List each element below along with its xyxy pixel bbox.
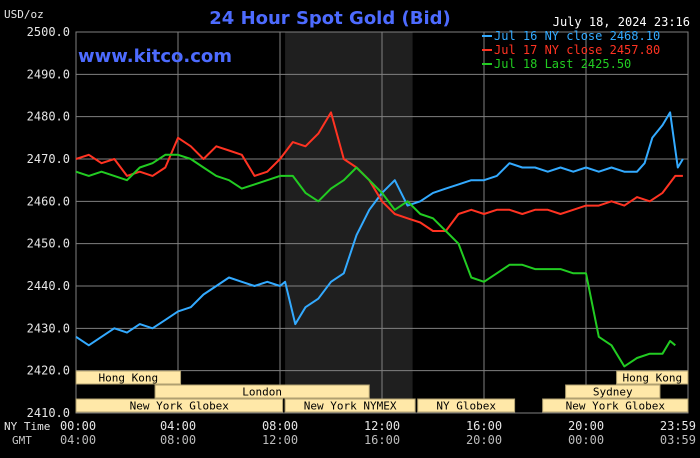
y-tick-label: 2470.0 (27, 152, 70, 166)
kitco-watermark[interactable]: www.kitco.com (78, 46, 232, 67)
gmt-tick-label: 03:59 (660, 433, 696, 447)
y-tick-label: 2420.0 (27, 364, 70, 378)
session-bar (75, 398, 284, 413)
gmt-tick-label: 00:00 (568, 433, 604, 447)
x-tick-label: 12:00 (364, 419, 400, 433)
session-bar (75, 370, 182, 385)
gmt-tick-label: 20:00 (466, 433, 502, 447)
session-label: Sydney (593, 386, 633, 399)
y-tick-label: 2460.0 (27, 194, 70, 208)
series-line-1 (75, 111, 684, 347)
session-label: New York NYMEX (304, 400, 397, 413)
gmt-tick-label: 04:00 (60, 433, 96, 447)
gmt-tick-label: 12:00 (262, 433, 298, 447)
y-tick-label: 2450.0 (27, 237, 70, 251)
gmt-label: GMT (12, 434, 32, 447)
x-tick-label: 04:00 (160, 419, 196, 433)
series-line-2 (75, 111, 683, 232)
chart-series (75, 111, 684, 368)
x-tick-label: 08:00 (262, 419, 298, 433)
plot-border (75, 31, 689, 414)
session-bar (565, 384, 661, 399)
y-tick-label: 2480.0 (27, 110, 70, 124)
x-tick-label: 00:00 (60, 419, 96, 433)
y-tick-label: 2430.0 (27, 321, 70, 335)
y-unit-label: USD/oz (4, 8, 44, 21)
series-line-3 (75, 153, 676, 368)
session-label: New York Globex (130, 400, 230, 413)
x-tick-label: 20:00 (568, 419, 604, 433)
session-label: London (242, 386, 282, 399)
y-tick-label: 2500.0 (27, 25, 70, 39)
session-label: Hong Kong (622, 372, 682, 385)
x-tick-label: 23:59 (660, 419, 696, 433)
session-bar (284, 398, 416, 413)
y-tick-label: 2440.0 (27, 279, 70, 293)
timestamp: July 18, 2024 23:16 (553, 15, 690, 29)
session-label: NY Globex (436, 400, 496, 413)
session-label: New York Globex (566, 400, 666, 413)
gmt-tick-label: 08:00 (160, 433, 196, 447)
session-bar (154, 384, 370, 399)
market-sessions: Hong Kong London New York Globex New York N… (75, 370, 689, 413)
chart-title: 24 Hour Spot Gold (Bid) (209, 8, 450, 29)
legend-entry: Jul 18 Last 2425.50 (494, 57, 631, 71)
x-tick-label: 16:00 (466, 419, 502, 433)
session-bar (417, 398, 516, 413)
session-bar (616, 370, 689, 385)
legend-entry: Jul 16 NY close 2468.10 (494, 29, 660, 43)
y-axis-ticks: 2500.0 2490.0 2480.0 2470.0 2460.0 2450.0 2440… (27, 25, 70, 420)
y-tick-label: 2490.0 (27, 67, 70, 81)
gmt-tick-label: 16:00 (364, 433, 400, 447)
legend-entry: Jul 17 NY close 2457.80 (494, 43, 660, 57)
session-label: Hong Kong (98, 372, 158, 385)
nymex-session-highlight (285, 32, 413, 413)
ny-time-label: NY Time (4, 420, 50, 433)
y-tick-label: 2410.0 (27, 406, 70, 420)
session-bar (542, 398, 689, 413)
x-axis-ticks: 00:0004:0004:0008:0008:0012:0012:0016:00… (60, 419, 696, 447)
